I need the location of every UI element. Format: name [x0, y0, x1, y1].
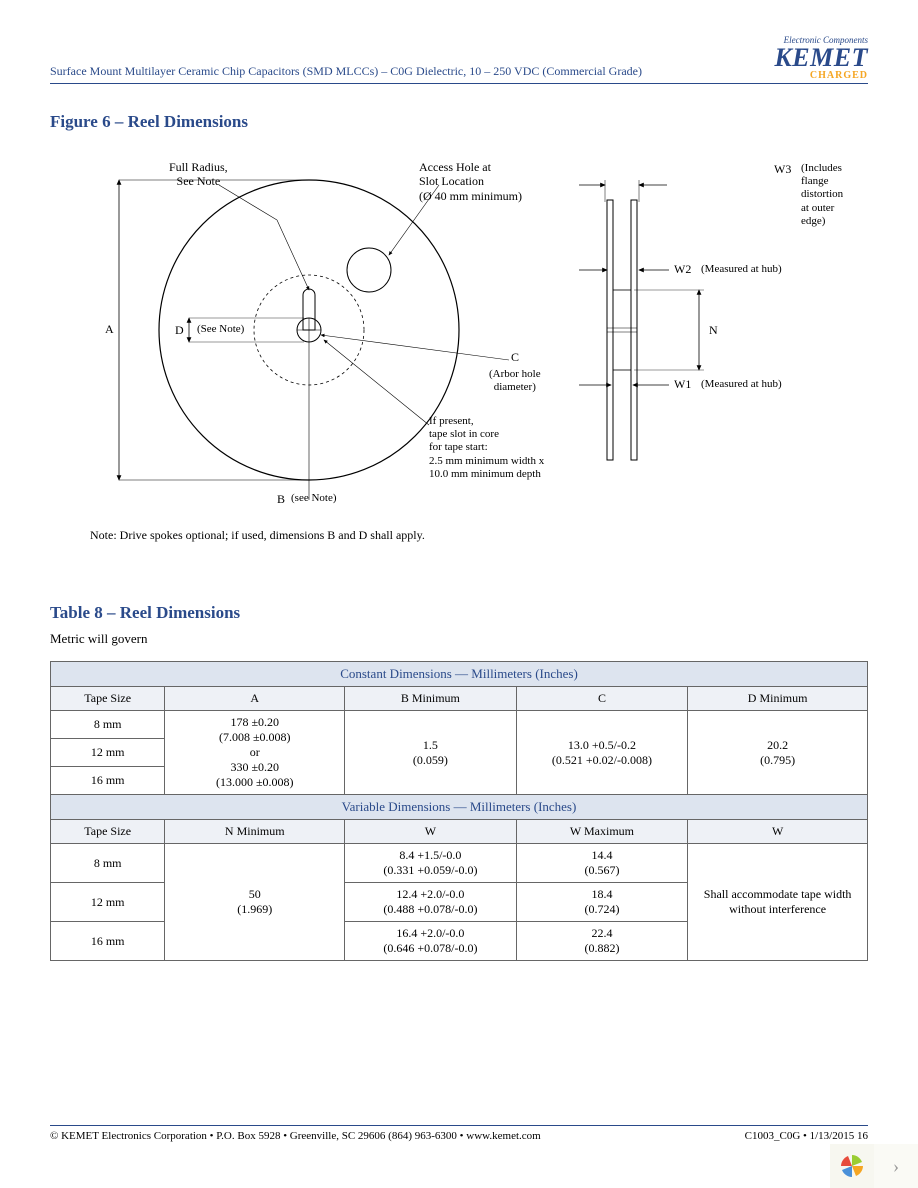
label-W3-note: (Includesflange distortionat outer edge) — [801, 162, 843, 228]
label-full-radius: Full Radius,See Note — [169, 160, 228, 189]
col-A: A — [165, 687, 345, 711]
val-N: 50(1.969) — [165, 844, 345, 961]
label-W1-note: (Measured at hub) — [701, 378, 782, 391]
label-W2: W2 — [674, 262, 691, 276]
size-16: 16 mm — [51, 767, 165, 795]
vsize-16: 16 mm — [51, 922, 165, 961]
col-W3: W — [688, 820, 868, 844]
col-W: W — [345, 820, 517, 844]
footer-left: © KEMET Electronics Corporation • P.O. B… — [50, 1130, 541, 1142]
reel-diagram: Full Radius,See Note Access Hole atSlot … — [79, 140, 839, 520]
val-A: 178 ±0.20(7.008 ±0.008)or330 ±0.20(13.00… — [165, 711, 345, 795]
logo-name: KEMET — [774, 43, 868, 72]
col-tape2: Tape Size — [51, 820, 165, 844]
label-C-note: (Arbor holediameter) — [489, 368, 541, 394]
label-access-hole: Access Hole atSlot Location(Ø 40 mm mini… — [419, 160, 522, 203]
val-W-2: 16.4 +2.0/-0.0(0.646 +0.078/-0.0) — [345, 922, 517, 961]
label-W3: W3 — [774, 162, 791, 176]
page-header: Surface Mount Multilayer Ceramic Chip Ca… — [50, 36, 868, 84]
label-B: B — [277, 492, 285, 506]
label-D: D — [175, 323, 184, 337]
col-C: C — [516, 687, 688, 711]
variable-header: Variable Dimensions — Millimeters (Inche… — [51, 795, 868, 820]
label-N: N — [709, 323, 718, 337]
label-W2-note: (Measured at hub) — [701, 263, 782, 276]
label-A: A — [105, 322, 114, 336]
vsize-8: 8 mm — [51, 844, 165, 883]
col-N: N Minimum — [165, 820, 345, 844]
figure-note: Note: Drive spokes optional; if used, di… — [90, 528, 868, 543]
val-Wmax-2: 22.4(0.882) — [516, 922, 688, 961]
val-B: 1.5(0.059) — [345, 711, 517, 795]
label-C: C — [511, 350, 519, 364]
doc-title: Surface Mount Multilayer Ceramic Chip Ca… — [50, 36, 642, 79]
corner-widget: › — [830, 1144, 918, 1188]
label-tape-slot: If present,tape slot in corefor tape sta… — [429, 415, 544, 481]
col-Wmax: W Maximum — [516, 820, 688, 844]
label-W1: W1 — [674, 377, 691, 391]
val-W-0: 8.4 +1.5/-0.0(0.331 +0.059/-0.0) — [345, 844, 517, 883]
chevron-right-icon: › — [893, 1156, 899, 1177]
logo-sub: CHARGED — [774, 71, 868, 81]
constant-header: Constant Dimensions — Millimeters (Inche… — [51, 662, 868, 687]
col-B: B Minimum — [345, 687, 517, 711]
dimensions-table: Constant Dimensions — Millimeters (Inche… — [50, 661, 868, 961]
next-button[interactable]: › — [874, 1144, 918, 1188]
val-D: 20.2(0.795) — [688, 711, 868, 795]
footer-right: C1003_C0G • 1/13/2015 16 — [745, 1130, 868, 1142]
vsize-12: 12 mm — [51, 883, 165, 922]
size-8: 8 mm — [51, 711, 165, 739]
page-footer: © KEMET Electronics Corporation • P.O. B… — [50, 1125, 868, 1142]
pinwheel-icon[interactable] — [830, 1144, 874, 1188]
col-D: D Minimum — [688, 687, 868, 711]
val-C: 13.0 +0.5/-0.2(0.521 +0.02/-0.008) — [516, 711, 688, 795]
table-title: Table 8 – Reel Dimensions — [50, 603, 868, 623]
col-tape: Tape Size — [51, 687, 165, 711]
val-Wmax-0: 14.4(0.567) — [516, 844, 688, 883]
val-W-1: 12.4 +2.0/-0.0(0.488 +0.078/-0.0) — [345, 883, 517, 922]
metric-note: Metric will govern — [50, 631, 868, 647]
val-Wmax-1: 18.4(0.724) — [516, 883, 688, 922]
size-12: 12 mm — [51, 739, 165, 767]
logo: Electronic Components KEMET CHARGED — [774, 36, 868, 81]
val-W3: Shall accommodate tape widthwithout inte… — [688, 844, 868, 961]
figure-title: Figure 6 – Reel Dimensions — [50, 112, 868, 132]
label-B-note: (see Note) — [291, 492, 337, 505]
label-D-note: (See Note) — [197, 323, 244, 336]
